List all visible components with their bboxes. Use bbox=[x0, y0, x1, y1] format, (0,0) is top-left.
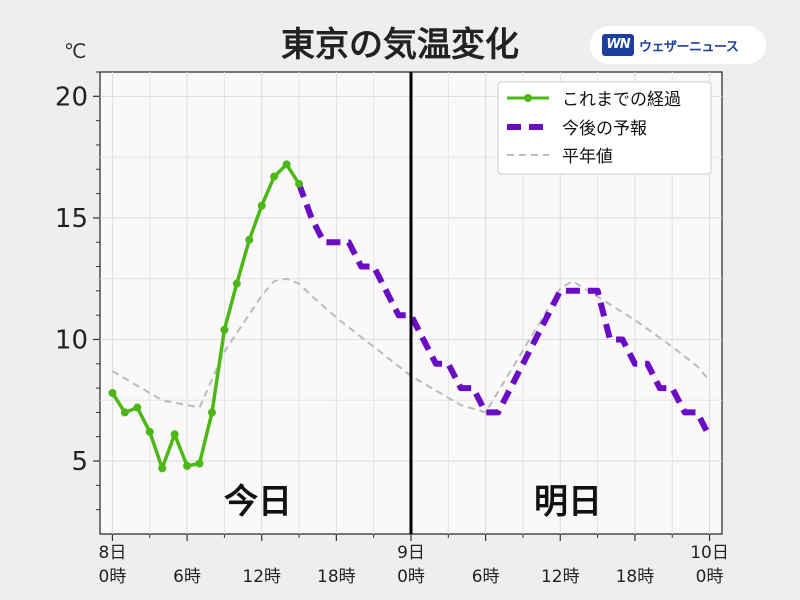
x-tick-label-hour: 0時 bbox=[397, 567, 425, 587]
observed-point bbox=[170, 430, 179, 439]
series-line-solid-markers bbox=[110, 162, 301, 471]
y-tick-label: 15 bbox=[55, 204, 88, 234]
y-axis-unit: ℃ bbox=[64, 39, 86, 63]
observed-point bbox=[207, 408, 216, 417]
x-tick-label-hour: 12時 bbox=[242, 567, 281, 587]
x-tick-label-hour: 6時 bbox=[472, 567, 500, 587]
observed-point bbox=[108, 388, 117, 397]
x-tick-label-date: 10日 bbox=[690, 543, 729, 563]
legend-normal-label: 平年値 bbox=[562, 147, 613, 167]
observed-point bbox=[145, 427, 154, 436]
y-tick-label: 20 bbox=[55, 82, 88, 112]
x-tick-label-hour: 0時 bbox=[99, 567, 127, 587]
y-tick-label: 10 bbox=[55, 325, 88, 355]
observed-point bbox=[257, 201, 266, 210]
observed-point bbox=[232, 279, 241, 288]
observed-point bbox=[195, 459, 204, 468]
legend-forecast-label: 今後の予報 bbox=[562, 119, 647, 139]
x-tick-label-hour: 12時 bbox=[541, 567, 580, 587]
x-tick-label-hour: 18時 bbox=[317, 567, 356, 587]
observed-point bbox=[270, 172, 279, 181]
axis-ticks: 8日 0時 6時 12時 18時 9日 0時 6時 12時 18時 10日 0時 5 10 15 20 bbox=[55, 71, 729, 587]
legend-box bbox=[497, 81, 712, 175]
observed-point bbox=[245, 235, 254, 244]
chart-title: 東京の気温変化 bbox=[281, 25, 519, 65]
observed-point bbox=[183, 461, 192, 470]
tomorrow-label: 明日 bbox=[534, 482, 602, 522]
x-tick-label-hour: 18時 bbox=[616, 567, 655, 587]
observed-point bbox=[295, 179, 304, 188]
observed-point bbox=[133, 403, 142, 412]
x-tick-label-hour: 6時 bbox=[173, 567, 201, 587]
observed-point bbox=[158, 464, 167, 473]
weathernews-brand-name: ウェザーニュース bbox=[639, 39, 739, 55]
legend-observed-label: これまでの経過 bbox=[562, 90, 681, 110]
weathernews-badge: WN ウェザーニュース bbox=[590, 26, 766, 64]
series-layer bbox=[108, 160, 713, 473]
x-tick-label-date: 8日 bbox=[99, 543, 127, 563]
legend: これまでの経過 今後の予報 平年値 bbox=[497, 81, 712, 175]
observed-point bbox=[120, 408, 129, 417]
y-tick-label: 5 bbox=[71, 447, 88, 477]
observed-point bbox=[220, 325, 229, 334]
series-line-dashed-step bbox=[296, 182, 713, 439]
x-tick-label-date: 9日 bbox=[397, 543, 425, 563]
observed-point bbox=[282, 160, 291, 169]
x-tick-label-hour: 0時 bbox=[696, 567, 724, 587]
weathernews-logo-icon: WN bbox=[602, 34, 634, 56]
today-label: 今日 bbox=[224, 482, 292, 522]
legend-observed-marker bbox=[524, 94, 532, 102]
